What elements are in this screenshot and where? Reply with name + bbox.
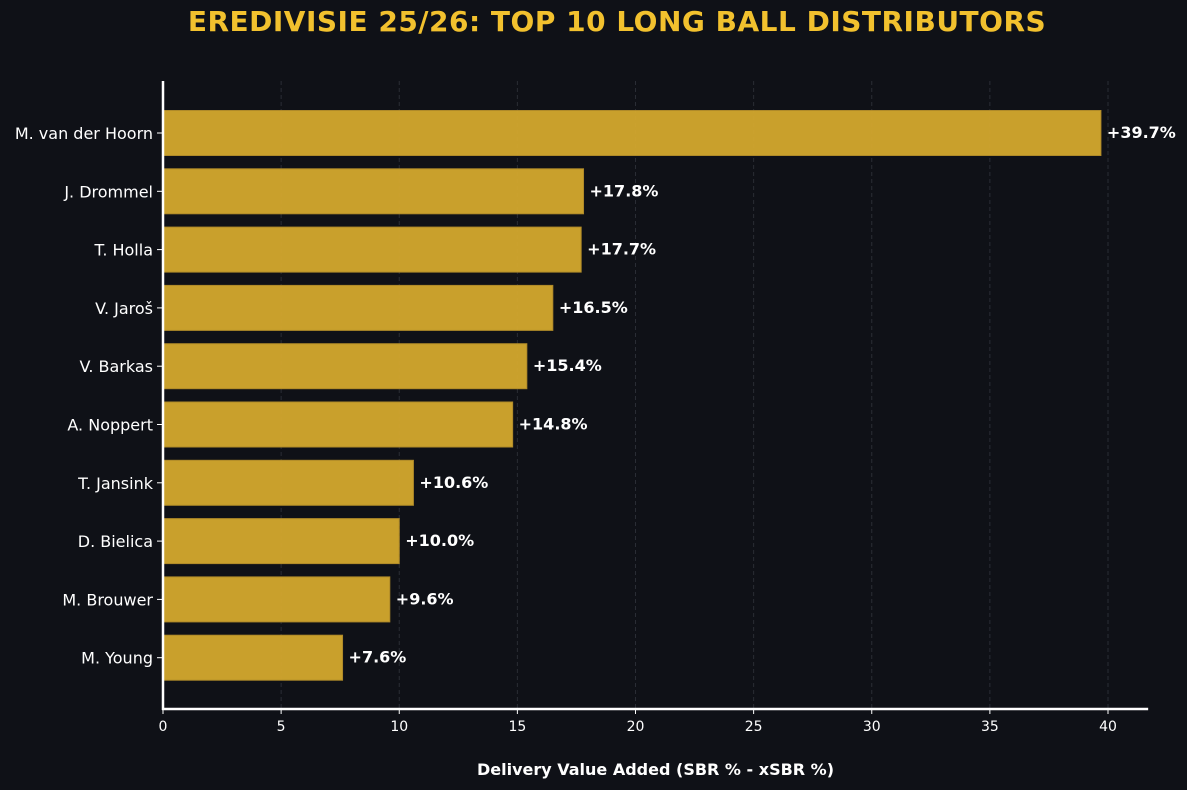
x-tick-label: 0	[159, 719, 168, 735]
x-tick-label: 15	[508, 719, 526, 735]
value-label: +10.6%	[419, 473, 488, 492]
bar	[162, 110, 1102, 156]
bar	[162, 343, 528, 390]
value-label: +15.4%	[533, 356, 602, 375]
bar	[162, 168, 585, 215]
value-label: +17.8%	[590, 181, 659, 200]
category-label: M. Young	[81, 649, 153, 668]
x-tick-label: 40	[1099, 719, 1117, 735]
category-label: D. Bielica	[78, 532, 153, 551]
bars	[162, 110, 1102, 681]
category-label: M. van der Hoorn	[15, 124, 153, 143]
x-axis-label: Delivery Value Added (SBR % - xSBR %)	[476, 760, 835, 779]
value-label: +39.7%	[1107, 123, 1176, 142]
category-label: T. Jansink	[77, 474, 154, 493]
bar	[162, 459, 414, 506]
bar	[162, 226, 582, 273]
chart-title: EREDIVISIE 25/26: TOP 10 LONG BALL DISTR…	[187, 5, 1047, 38]
category-label: T. Holla	[93, 241, 153, 260]
value-label: +10.0%	[405, 531, 474, 550]
category-label: M. Brouwer	[62, 590, 153, 609]
labels: +39.7% M. van der Hoorn +17.8% J. Drommel +1…	[15, 123, 1176, 735]
bar	[162, 634, 344, 681]
x-tick-label: 10	[390, 719, 408, 735]
x-tick-label: 25	[745, 719, 763, 735]
bar	[162, 518, 400, 565]
value-label: +16.5%	[559, 298, 628, 317]
axes	[157, 81, 1149, 714]
category-label: V. Barkas	[79, 357, 153, 376]
category-label: V. Jaroš	[95, 299, 153, 318]
x-tick-label: 35	[981, 719, 999, 735]
x-tick-label: 5	[277, 719, 286, 735]
category-label: J. Drommel	[63, 182, 153, 201]
x-tick-label: 20	[627, 719, 645, 735]
category-label: A. Noppert	[67, 416, 153, 435]
value-label: +14.8%	[519, 415, 588, 434]
value-label: +17.7%	[587, 240, 656, 259]
bar	[162, 401, 514, 448]
value-label: +9.6%	[396, 589, 454, 608]
bar	[162, 576, 391, 623]
bar	[162, 284, 554, 331]
value-label: +7.6%	[349, 648, 407, 667]
x-tick-label: 30	[863, 719, 881, 735]
